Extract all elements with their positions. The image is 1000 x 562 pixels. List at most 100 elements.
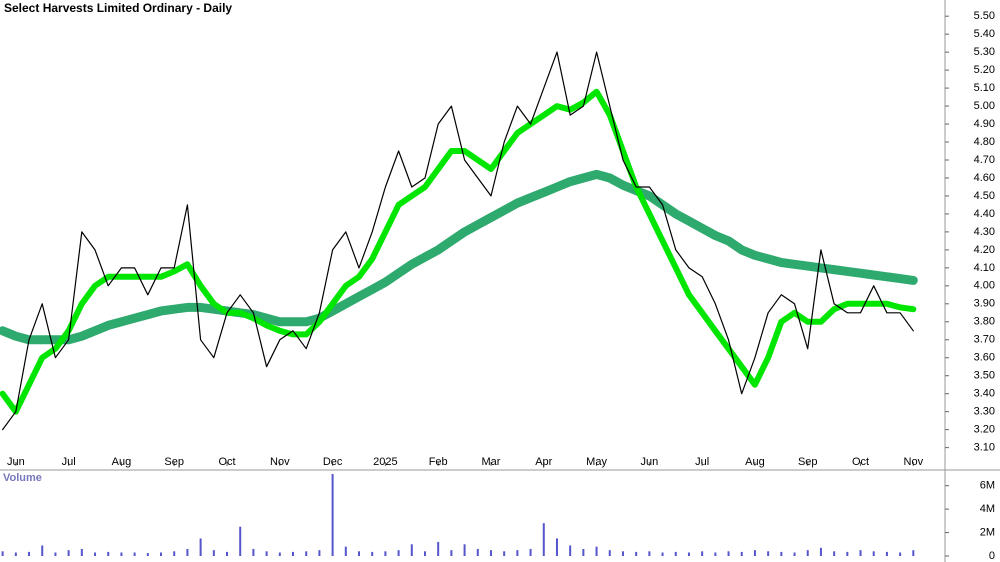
volume-bar bbox=[384, 551, 387, 556]
volume-bar bbox=[714, 552, 717, 556]
y-tick-label: 3.50 bbox=[974, 370, 995, 382]
volume-bar bbox=[305, 551, 308, 556]
y-tick-label: 5.20 bbox=[974, 64, 995, 76]
volume-bar bbox=[80, 548, 83, 556]
volume-bar bbox=[331, 474, 334, 556]
volume-bar bbox=[133, 552, 136, 556]
volume-bar bbox=[542, 523, 545, 556]
volume-bar bbox=[292, 551, 295, 556]
volume-bar bbox=[912, 550, 915, 556]
volume-bar bbox=[239, 526, 242, 556]
y-tick-label: 2M bbox=[980, 526, 995, 538]
x-tick-label: Jul bbox=[62, 456, 76, 468]
volume-bar bbox=[410, 544, 413, 556]
volume-bar bbox=[371, 551, 374, 556]
volume-bar bbox=[423, 551, 426, 556]
volume-bar bbox=[899, 552, 902, 556]
x-tick-label: Mar bbox=[482, 456, 501, 468]
volume-bar bbox=[503, 551, 506, 556]
volume-bar bbox=[41, 545, 44, 556]
volume-bar bbox=[67, 550, 70, 556]
y-tick-label: 4.60 bbox=[974, 172, 995, 184]
y-tick-label: 5.30 bbox=[974, 46, 995, 58]
volume-bar bbox=[226, 551, 229, 556]
x-tick-label: Feb bbox=[429, 456, 448, 468]
y-tick-label: 3.80 bbox=[974, 316, 995, 328]
y-tick-label: 0 bbox=[989, 550, 995, 562]
y-tick-label: 3.60 bbox=[974, 352, 995, 364]
x-tick-label: Apr bbox=[535, 456, 552, 468]
x-tick-label: Jun bbox=[640, 456, 658, 468]
y-tick-label: 3.90 bbox=[974, 298, 995, 310]
volume-bar bbox=[344, 546, 347, 556]
volume-bar bbox=[806, 550, 809, 556]
volume-bar bbox=[674, 551, 677, 556]
x-tick-label: Oct bbox=[218, 456, 235, 468]
volume-bar bbox=[793, 552, 796, 556]
volume-bar bbox=[94, 552, 97, 556]
y-tick-label: 4M bbox=[980, 503, 995, 515]
x-tick-label: Oct bbox=[852, 456, 869, 468]
volume-bar bbox=[569, 545, 572, 556]
volume-bar bbox=[859, 550, 862, 556]
volume-bar bbox=[872, 551, 875, 556]
price-line bbox=[0, 169, 918, 345]
volume-bar bbox=[727, 551, 730, 556]
volume-bar bbox=[28, 551, 31, 556]
y-tick-label: 5.40 bbox=[974, 28, 995, 40]
volume-bar bbox=[212, 550, 215, 556]
volume-bar bbox=[635, 551, 638, 556]
volume-bar bbox=[687, 552, 690, 556]
x-tick-label: May bbox=[586, 456, 607, 468]
x-tick-label: Nov bbox=[904, 456, 924, 468]
volume-bar bbox=[529, 548, 532, 556]
volume-bar bbox=[437, 541, 440, 556]
price-line bbox=[2, 51, 914, 431]
volume-title: Volume bbox=[3, 472, 42, 484]
y-tick-label: 5.00 bbox=[974, 100, 995, 112]
x-tick-label: Jul bbox=[695, 456, 709, 468]
volume-bar bbox=[160, 552, 163, 556]
volume-bar bbox=[318, 550, 321, 556]
x-tick-label: Aug bbox=[745, 456, 765, 468]
y-tick-label: 4.50 bbox=[974, 190, 995, 202]
y-tick-label: 4.90 bbox=[974, 118, 995, 130]
volume-bar bbox=[648, 551, 651, 556]
volume-bar bbox=[463, 544, 466, 556]
chart-title: Select Harvests Limited Ordinary - Daily bbox=[4, 1, 232, 15]
volume-bar bbox=[555, 538, 558, 556]
volume-bar bbox=[582, 548, 585, 556]
volume-bar bbox=[146, 553, 149, 556]
x-tick-label: Dec bbox=[323, 456, 343, 468]
volume-bar bbox=[661, 552, 664, 556]
volume-bar bbox=[397, 550, 400, 556]
volume-bar bbox=[621, 551, 624, 556]
x-tick-label: Aug bbox=[112, 456, 132, 468]
volume-bar bbox=[265, 551, 268, 556]
y-tick-label: 4.20 bbox=[974, 244, 995, 256]
volume-bar bbox=[199, 538, 202, 556]
y-tick-label: 4.70 bbox=[974, 154, 995, 166]
volume-bar bbox=[278, 552, 281, 556]
volume-bar bbox=[14, 552, 17, 556]
volume-bar bbox=[489, 550, 492, 556]
volume-bar bbox=[1, 551, 4, 556]
volume-bar bbox=[767, 551, 770, 556]
volume-bar bbox=[252, 548, 255, 556]
y-tick-label: 5.10 bbox=[974, 82, 995, 94]
x-tick-label: Sep bbox=[798, 456, 818, 468]
volume-bar bbox=[120, 552, 123, 556]
volume-bar bbox=[450, 550, 453, 556]
y-tick-label: 3.10 bbox=[974, 442, 995, 454]
x-tick-label: 2025 bbox=[373, 456, 397, 468]
y-tick-label: 6M bbox=[980, 480, 995, 492]
volume-bar bbox=[476, 548, 479, 556]
x-tick-label: Sep bbox=[164, 456, 184, 468]
volume-bar bbox=[107, 551, 110, 556]
y-tick-label: 3.20 bbox=[974, 424, 995, 436]
volume-bar bbox=[819, 547, 822, 556]
volume-bar bbox=[608, 550, 611, 556]
volume-bar bbox=[780, 551, 783, 556]
volume-bar bbox=[753, 550, 756, 556]
